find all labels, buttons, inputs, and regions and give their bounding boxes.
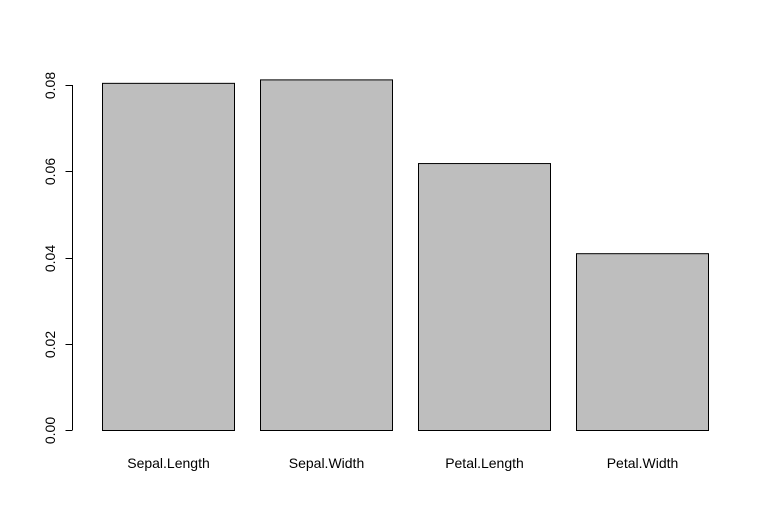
y-tick-label: 0.02 (42, 331, 58, 358)
x-tick-label: Petal.Length (445, 455, 524, 471)
bar-petal-length (418, 163, 551, 431)
y-tick-label: 0.06 (42, 158, 58, 185)
bars-group (102, 79, 709, 432)
y-tick-label: 0.08 (42, 72, 58, 99)
x-tick-label: Sepal.Length (127, 455, 210, 471)
x-axis-labels: Sepal.Length Sepal.Width Petal.Length Petal… (127, 455, 678, 471)
x-tick-label: Sepal.Width (289, 455, 364, 471)
bar-sepal-length (102, 82, 235, 431)
y-tick-label: 0.04 (42, 245, 58, 272)
bar-petal-width (576, 253, 709, 431)
y-tick-label: 0.00 (42, 417, 58, 444)
bar-sepal-width (260, 79, 393, 432)
y-axis: 0.00 0.02 0.04 0.06 0.08 (42, 72, 73, 444)
x-tick-label: Petal.Width (607, 455, 679, 471)
